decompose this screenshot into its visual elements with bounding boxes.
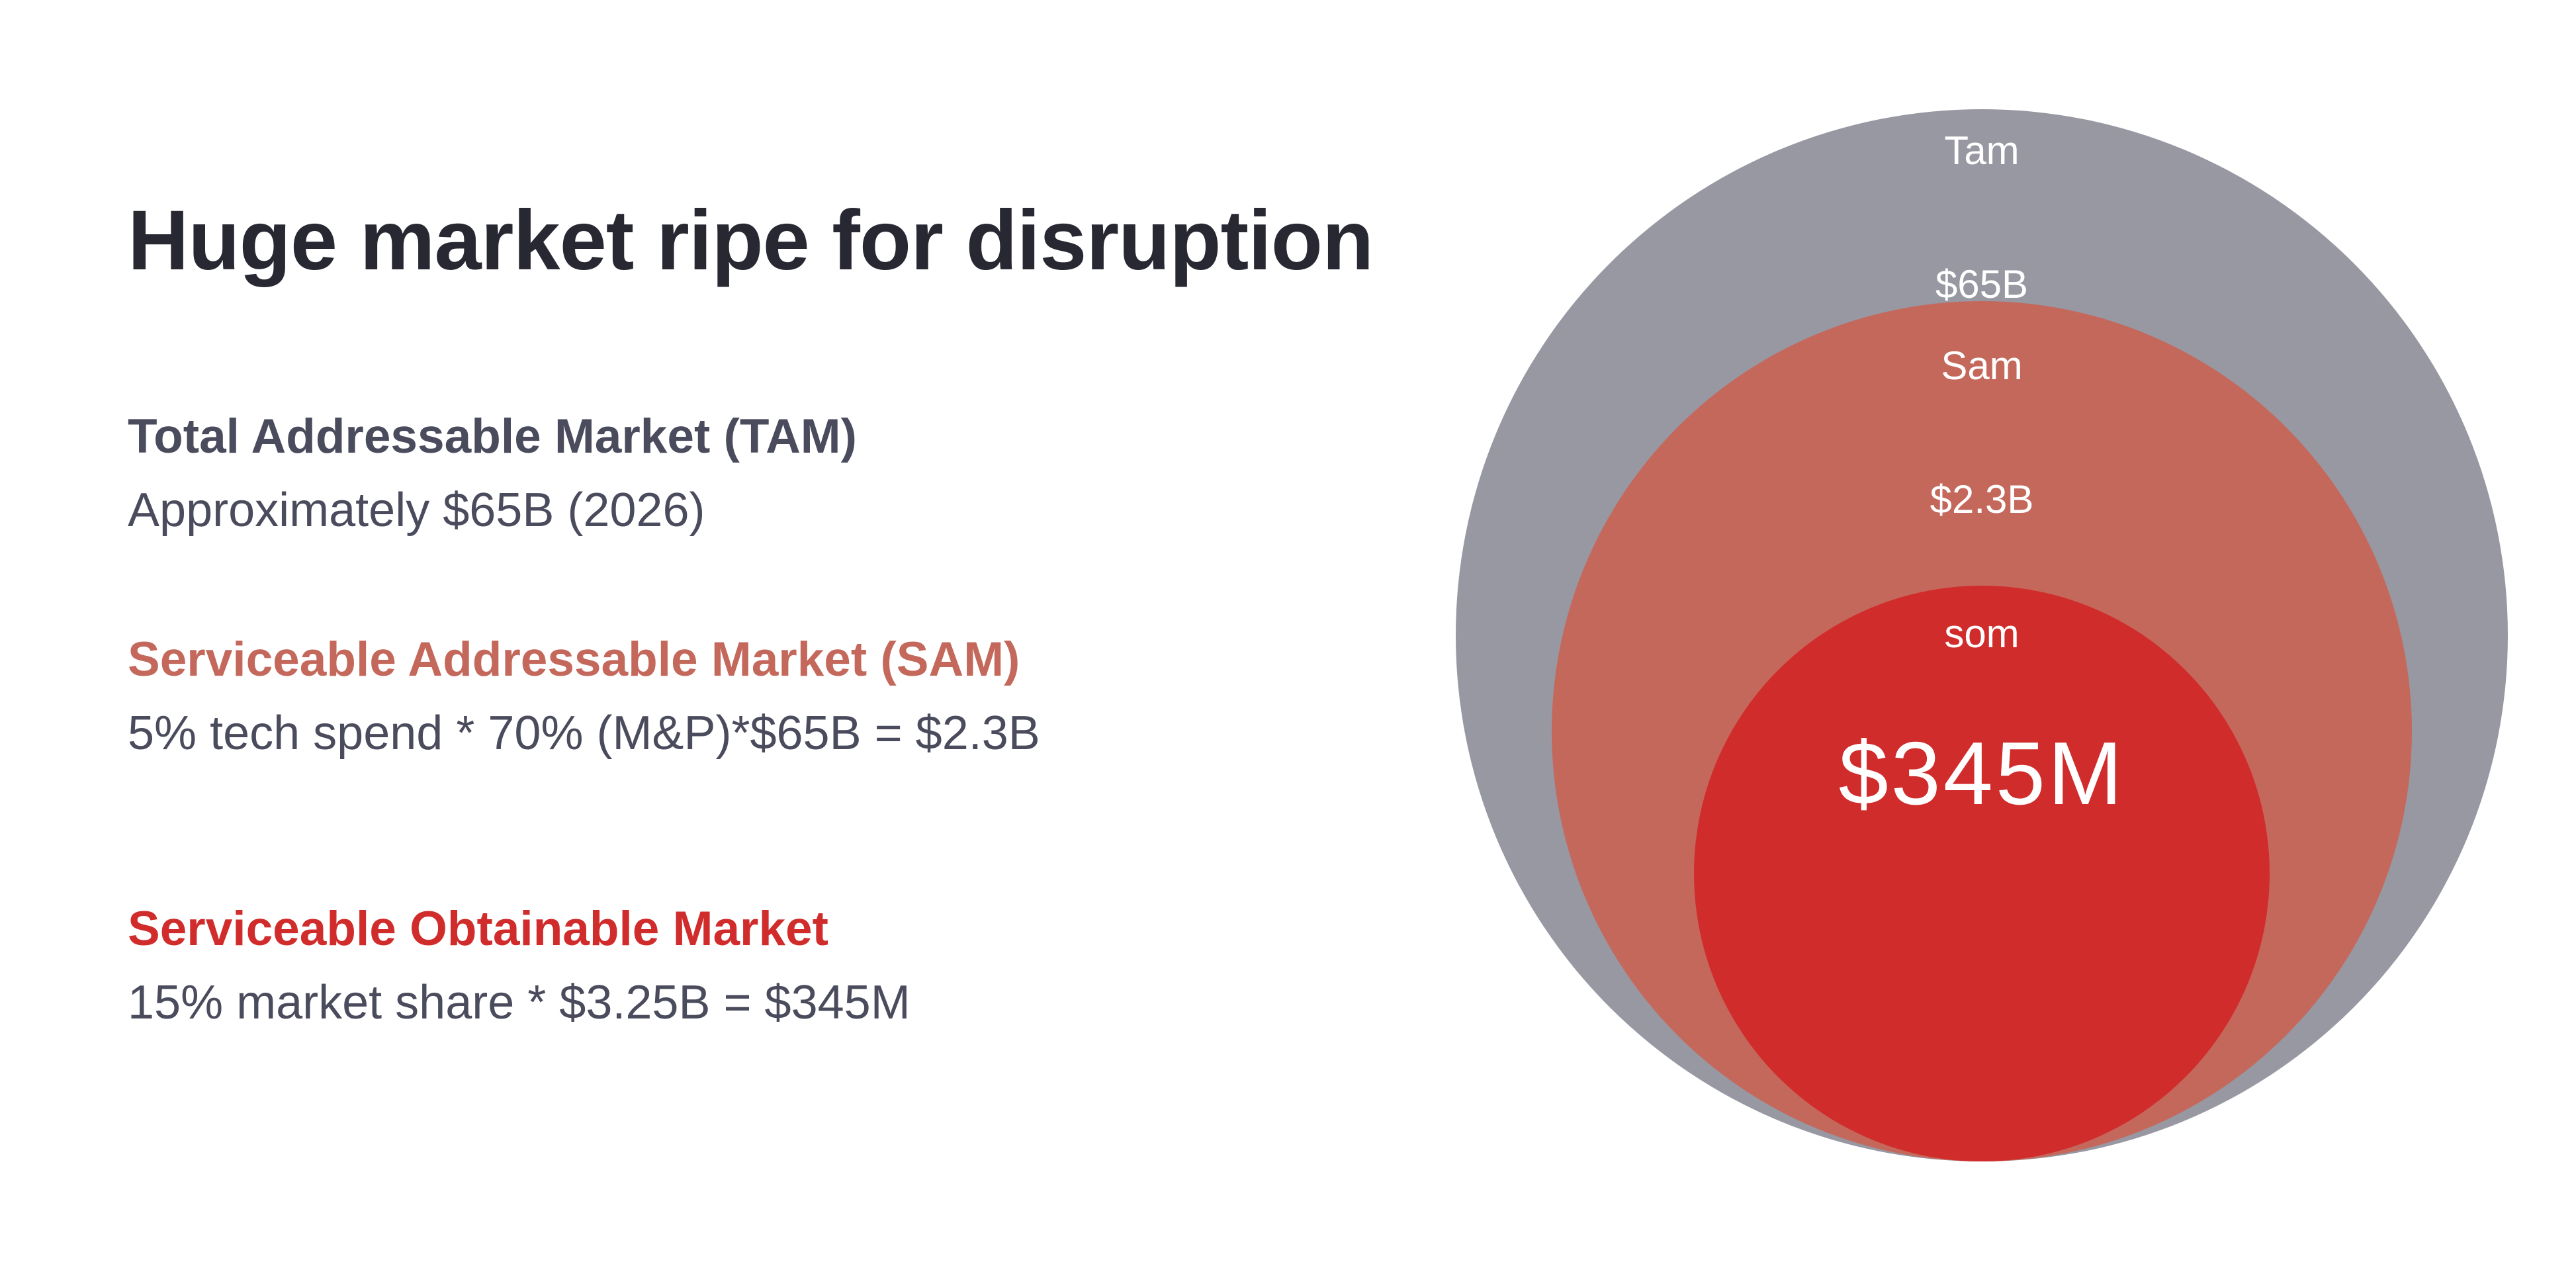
som-label: som: [1944, 611, 2019, 656]
sam-value: $2.3B: [1930, 477, 2034, 521]
market-size-diagram: Tam $65B Sam $2.3B som $345M: [1452, 106, 2511, 1165]
tam-label: Tam: [1944, 128, 2019, 173]
sam-label: Sam: [1941, 343, 2022, 388]
tam-heading: Total Addressable Market (TAM): [128, 410, 857, 463]
sam-heading: Serviceable Addressable Market (SAM): [128, 633, 1020, 686]
tam-section: Total Addressable Market (TAM) Approxima…: [128, 409, 857, 538]
som-value: $345M: [1839, 723, 2125, 823]
market-circles-svg: Tam $65B Sam $2.3B som $345M: [1456, 109, 2508, 1161]
page-title: Huge market ripe for disruption: [128, 193, 1374, 288]
som-section: Serviceable Obtainable Market 15% market…: [128, 901, 910, 1030]
som-description: 15% market share * $3.25B = $345M: [128, 975, 910, 1029]
sam-description: 5% tech spend * 70% (M&P)*$65B = $2.3B: [128, 706, 1040, 760]
som-circle: [1694, 586, 2270, 1161]
tam-value: $65B: [1935, 262, 2028, 306]
sam-section: Serviceable Addressable Market (SAM) 5% …: [128, 632, 1040, 761]
tam-description: Approximately $65B (2026): [128, 483, 705, 537]
som-heading: Serviceable Obtainable Market: [128, 902, 828, 956]
